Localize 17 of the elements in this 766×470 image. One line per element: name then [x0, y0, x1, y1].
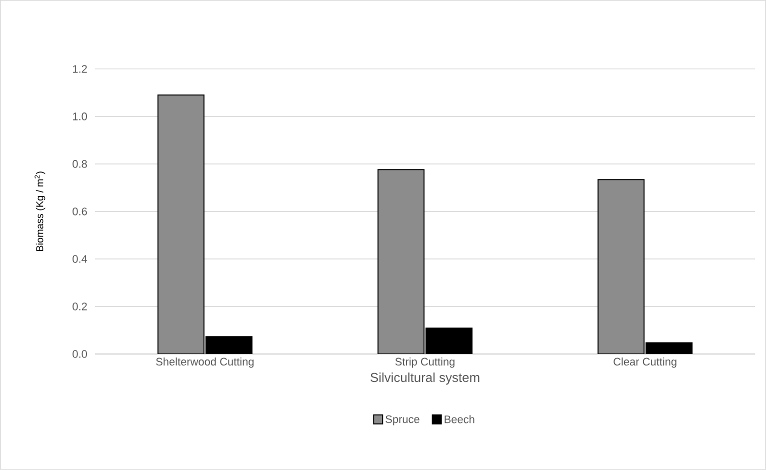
legend-label: Beech	[444, 415, 474, 424]
x-axis-title: Silvicultural system	[370, 372, 480, 385]
y-axis-title: Biomass (Kg / m$^{2}$)	[34, 172, 46, 252]
x-tick-label: Strip Cutting	[395, 358, 454, 368]
bar	[598, 179, 645, 354]
x-tick-label: Clear Cutting	[614, 358, 676, 368]
y-tick-label: 0.2	[72, 302, 87, 310]
y-tick-label: 0.8	[72, 160, 87, 168]
legend-label: Spruce	[386, 415, 420, 426]
x-tick-label: Shelterwood Cutting	[156, 358, 254, 368]
y-tick-label: 1.2	[73, 65, 87, 73]
y-tick-label: 1.0	[73, 112, 87, 120]
y-tick-label: 0.0	[72, 350, 87, 358]
bar	[157, 94, 204, 354]
y-tick-label: 0.6	[72, 208, 87, 216]
y-tick-label: 0.4	[72, 255, 88, 263]
bar	[378, 169, 425, 354]
